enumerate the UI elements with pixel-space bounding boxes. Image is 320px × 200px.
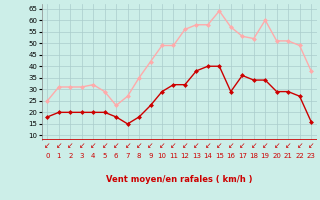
Text: ↙: ↙ — [193, 141, 200, 150]
Text: ↙: ↙ — [67, 141, 74, 150]
Text: ↙: ↙ — [56, 141, 62, 150]
Text: ↙: ↙ — [251, 141, 257, 150]
Text: ↙: ↙ — [78, 141, 85, 150]
Text: ↙: ↙ — [170, 141, 177, 150]
Text: ↙: ↙ — [182, 141, 188, 150]
X-axis label: Vent moyen/en rafales ( km/h ): Vent moyen/en rafales ( km/h ) — [106, 175, 252, 184]
Text: ↙: ↙ — [262, 141, 268, 150]
Text: ↙: ↙ — [216, 141, 222, 150]
Text: ↙: ↙ — [274, 141, 280, 150]
Text: ↙: ↙ — [90, 141, 96, 150]
Text: ↙: ↙ — [159, 141, 165, 150]
Text: ↙: ↙ — [124, 141, 131, 150]
Text: ↙: ↙ — [308, 141, 314, 150]
Text: ↙: ↙ — [101, 141, 108, 150]
Text: ↙: ↙ — [136, 141, 142, 150]
Text: ↙: ↙ — [113, 141, 119, 150]
Text: ↙: ↙ — [228, 141, 234, 150]
Text: ↙: ↙ — [205, 141, 211, 150]
Text: ↙: ↙ — [147, 141, 154, 150]
Text: ↙: ↙ — [296, 141, 303, 150]
Text: ↙: ↙ — [239, 141, 245, 150]
Text: ↙: ↙ — [44, 141, 51, 150]
Text: ↙: ↙ — [285, 141, 291, 150]
